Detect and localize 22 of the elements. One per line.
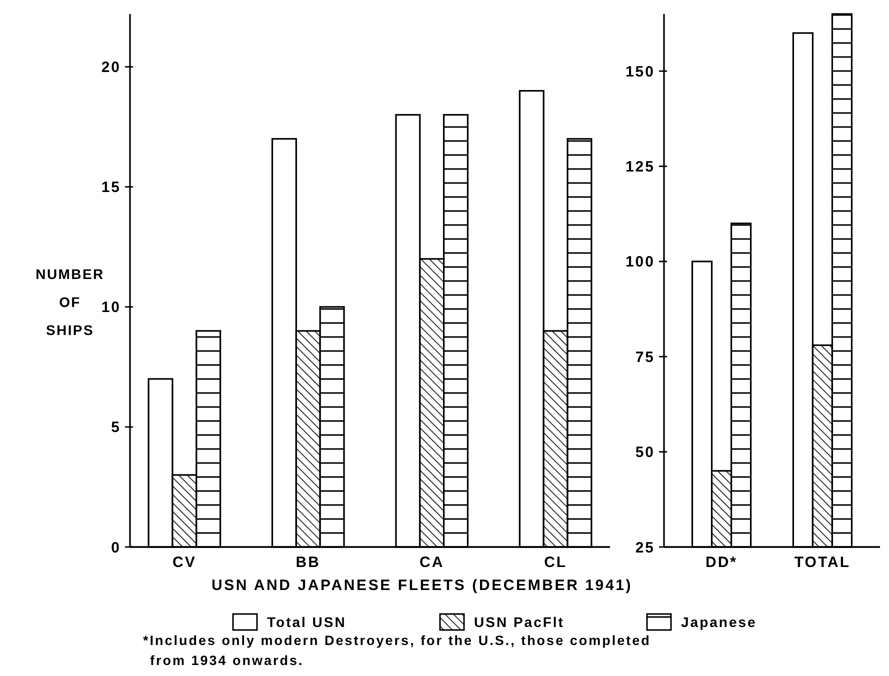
x-tick-label: CL bbox=[544, 554, 568, 571]
x-tick-label: CV bbox=[172, 554, 196, 571]
y-tick-label: 125 bbox=[625, 158, 655, 176]
y-tick-label: 0 bbox=[111, 539, 121, 556]
x-tick-label: TOTAL bbox=[794, 554, 851, 571]
y-tick-label: 150 bbox=[625, 63, 655, 80]
y-tick-label: 5 bbox=[111, 419, 121, 436]
x-tick-label: DD* bbox=[706, 554, 738, 571]
y-tick-label: 25 bbox=[635, 539, 655, 556]
text: *Includes only modern Destroyers, for the U.S., those completed from 1934 onwards. bbox=[143, 633, 651, 668]
x-tick-label: CA bbox=[420, 554, 444, 571]
y-tick-label: 50 bbox=[635, 444, 655, 462]
legend-label: USN PacFlt bbox=[474, 614, 564, 630]
x-axis-title: USN AND JAPANESE FLEETS (DECEMBER 1941) bbox=[211, 577, 633, 594]
y-tick-label: 75 bbox=[635, 348, 655, 366]
y-tick-label: 20 bbox=[101, 59, 121, 76]
legend-label: Total USN bbox=[267, 614, 346, 630]
y-tick-label: 100 bbox=[625, 254, 655, 271]
y-tick-label: 15 bbox=[101, 179, 121, 196]
y-tick-label: 10 bbox=[101, 299, 121, 316]
x-tick-label: BB bbox=[296, 554, 320, 571]
legend-label: Japanese bbox=[681, 614, 757, 630]
